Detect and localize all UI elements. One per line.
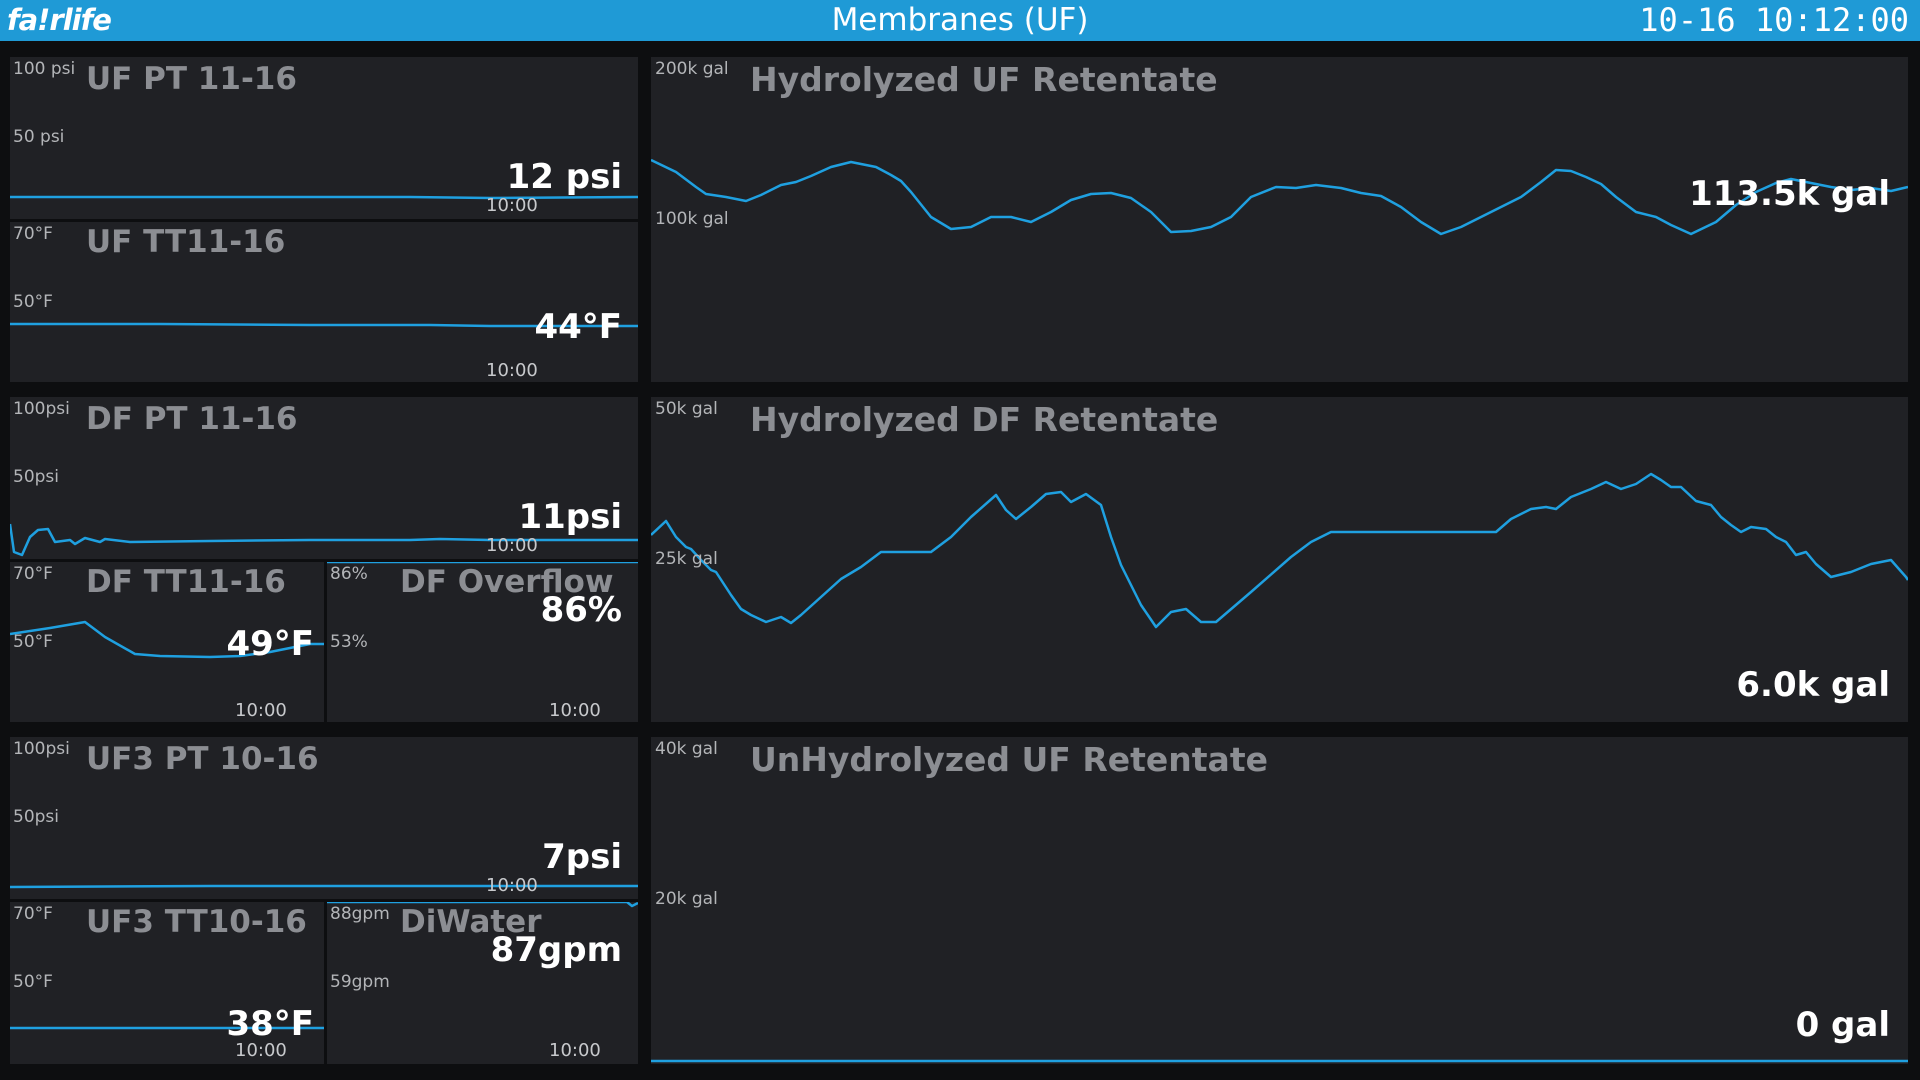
clock-readout: 10-16 10:12:00 <box>1639 1 1909 39</box>
axis-top-label: 40k gal <box>655 739 718 759</box>
panel-df-overflow[interactable]: 86% 53% DF Overflow 86% 10:00 <box>327 562 638 722</box>
axis-mid-label: 20k gal <box>655 889 718 909</box>
trend-diwater <box>327 902 638 908</box>
axis-mid-label: 59gpm <box>330 972 390 992</box>
current-value: 0 gal <box>1795 1005 1890 1045</box>
axis-top-label: 88gpm <box>330 904 390 924</box>
current-value: 7psi <box>542 837 622 877</box>
current-value: 86% <box>540 590 622 630</box>
axis-top-label: 50k gal <box>655 399 718 419</box>
trend-uf3-tt <box>10 1026 324 1030</box>
axis-top-label: 70°F <box>13 904 53 924</box>
panel-title: DF Overflow <box>400 564 614 600</box>
panel-df-pt[interactable]: 100psi 50psi DF PT 11-16 11psi 10:00 <box>10 397 638 559</box>
panel-title: DF TT11-16 <box>86 564 286 600</box>
panel-df-tt[interactable]: 70°F 50°F DF TT11-16 49°F 10:00 <box>10 562 324 722</box>
current-value: 44°F <box>534 307 622 347</box>
panel-title: UF3 PT 10-16 <box>86 741 319 777</box>
panel-title: UF TT11-16 <box>86 224 286 260</box>
time-tick: 10:00 <box>549 1040 601 1061</box>
panel-title: UnHydrolyzed UF Retentate <box>750 740 1268 779</box>
axis-mid-label: 25k gal <box>655 549 718 569</box>
current-value: 87gpm <box>490 930 622 970</box>
current-value: 11psi <box>518 497 622 537</box>
trend-uf-pt <box>10 195 638 200</box>
current-value: 49°F <box>226 624 314 664</box>
axis-mid-label: 50psi <box>13 807 60 827</box>
axis-top-label: 100psi <box>13 739 70 759</box>
time-tick: 10:00 <box>235 700 287 721</box>
panel-title: UF3 TT10-16 <box>86 904 307 940</box>
panel-title: DiWater <box>400 904 542 940</box>
header-bar: fa!rlife Membranes (UF) 10-16 10:12:00 <box>0 0 1920 41</box>
trend-hydrolyzed-df <box>651 472 1908 629</box>
axis-top-label: 100 psi <box>13 59 76 79</box>
panel-uf3-pt[interactable]: 100psi 50psi UF3 PT 10-16 7psi 10:00 <box>10 737 638 899</box>
trend-unhydrolyzed-uf <box>651 1059 1908 1063</box>
panel-hydrolyzed-uf-retentate[interactable]: 200k gal 100k gal Hydrolyzed UF Retentat… <box>651 57 1908 382</box>
time-tick: 10:00 <box>235 1040 287 1061</box>
panel-diwater[interactable]: 88gpm 59gpm DiWater 87gpm 10:00 <box>327 902 638 1064</box>
panel-uf-pt[interactable]: 100 psi 50 psi UF PT 11-16 12 psi 10:00 <box>10 57 638 219</box>
axis-mid-label: 50 psi <box>13 127 65 147</box>
panel-uf3-tt[interactable]: 70°F 50°F UF3 TT10-16 38°F 10:00 <box>10 902 324 1064</box>
axis-top-label: 70°F <box>13 224 53 244</box>
current-value: 12 psi <box>506 157 622 197</box>
panel-uf-tt[interactable]: 70°F 50°F UF TT11-16 44°F 10:00 <box>10 222 638 382</box>
axis-mid-label: 50°F <box>13 292 53 312</box>
axis-mid-label: 50psi <box>13 467 60 487</box>
axis-mid-label: 50°F <box>13 632 53 652</box>
trend-uf3-pt <box>10 884 638 889</box>
panel-hydrolyzed-df-retentate[interactable]: 50k gal 25k gal Hydrolyzed DF Retentate … <box>651 397 1908 722</box>
panel-title: Hydrolyzed DF Retentate <box>750 400 1219 439</box>
axis-mid-label: 100k gal <box>655 209 729 229</box>
time-tick: 10:00 <box>486 535 538 556</box>
current-value: 113.5k gal <box>1689 174 1890 214</box>
axis-top-label: 100psi <box>13 399 70 419</box>
time-tick: 10:00 <box>486 875 538 896</box>
current-value: 38°F <box>226 1004 314 1044</box>
panel-unhydrolyzed-uf-retentate[interactable]: 40k gal 20k gal UnHydrolyzed UF Retentat… <box>651 737 1908 1064</box>
axis-top-label: 200k gal <box>655 59 729 79</box>
time-tick: 10:00 <box>486 360 538 381</box>
trend-df-tt <box>10 620 324 659</box>
panel-title: UF PT 11-16 <box>86 61 297 97</box>
trend-uf-tt <box>10 322 638 328</box>
fairlife-logo: fa!rlife <box>7 3 112 37</box>
current-value: 6.0k gal <box>1736 665 1890 705</box>
trend-hydrolyzed-uf <box>651 158 1908 236</box>
axis-top-label: 70°F <box>13 564 53 584</box>
panel-title: DF PT 11-16 <box>86 401 298 437</box>
axis-mid-label: 50°F <box>13 972 53 992</box>
page-title: Membranes (UF) <box>831 2 1089 38</box>
trend-df-pt <box>10 523 638 557</box>
time-tick: 10:00 <box>549 700 601 721</box>
panel-title: Hydrolyzed UF Retentate <box>750 60 1218 99</box>
time-tick: 10:00 <box>486 195 538 216</box>
axis-top-label: 86% <box>330 564 368 584</box>
axis-mid-label: 53% <box>330 632 368 652</box>
